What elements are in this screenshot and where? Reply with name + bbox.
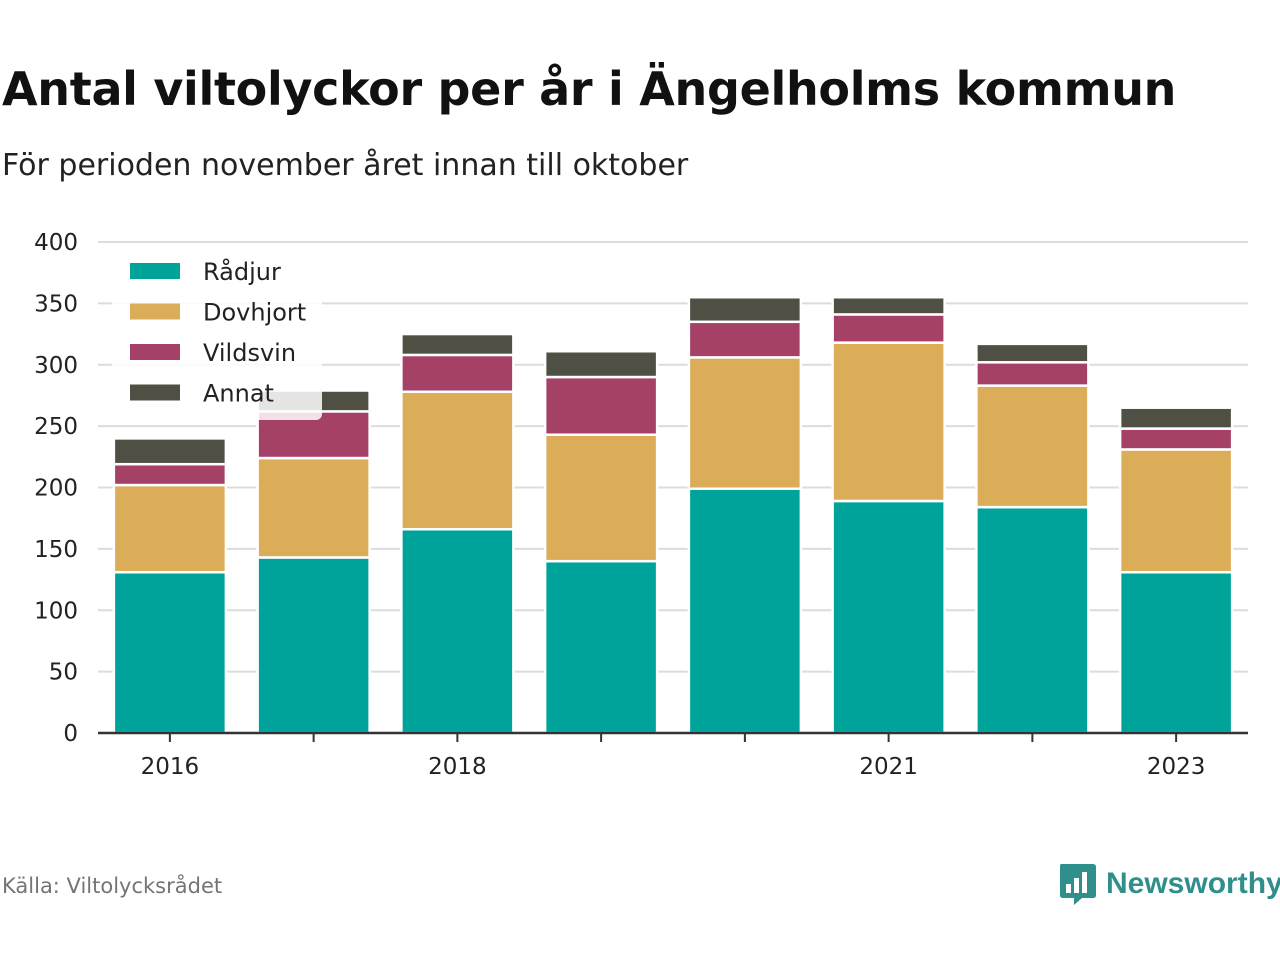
bar-segment-rådjur-2017 (256, 556, 371, 735)
y-tick-label: 200 (34, 476, 78, 502)
bar-segment-vildsvin-2018 (400, 353, 515, 394)
bar-segment-dovhjort-2017 (256, 456, 371, 559)
legend-label-dovhjort: Dovhjort (203, 299, 306, 327)
bar-segment-vildsvin-2021 (831, 313, 946, 344)
bar-segment-annat-2023 (1118, 406, 1234, 430)
bar-segment-rådjur-2023 (1118, 570, 1234, 735)
axes: 0 50 100 150 200 250 300 350 400 2016 2018 2021 2023 (34, 230, 1248, 780)
bar-segment-dovhjort-2018 (400, 390, 515, 531)
bar-segment-dovhjort-2016 (112, 483, 228, 574)
bar-segment-dovhjort-2019 (543, 433, 659, 563)
bar-segment-rådjur-2018 (400, 527, 515, 735)
bar-segment-dovhjort-2022 (975, 384, 1090, 509)
bar-segment-annat-2018 (400, 332, 515, 357)
legend-swatch-rådjur (130, 263, 180, 279)
bar-segment-annat-2019 (543, 349, 659, 379)
bar-segment-annat-2021 (831, 295, 946, 316)
chart-title: Antal viltolyckor per år i Ängelholms ko… (2, 62, 1177, 116)
bar-segment-dovhjort-2020 (687, 356, 803, 490)
source-note: Källa: Viltolycksrådet (2, 874, 223, 898)
y-tick-label: 100 (34, 598, 78, 624)
bar-segment-vildsvin-2016 (112, 462, 228, 487)
legend-label-rådjur: Rådjur (203, 257, 281, 286)
x-tick-label: 2018 (428, 754, 487, 780)
y-tick-label: 150 (34, 537, 78, 563)
newsworthy-logo-icon (1060, 864, 1096, 905)
bar-segment-rådjur-2019 (543, 559, 659, 735)
bar-segment-annat-2020 (687, 295, 803, 324)
bar-segment-rådjur-2022 (975, 505, 1090, 735)
brand-logo: Newsworthy (1058, 862, 1280, 906)
brand-name: Newsworthy (1106, 867, 1280, 900)
legend: Rådjur Dovhjort Vildsvin Annat (112, 250, 322, 420)
legend-box (112, 250, 322, 420)
x-tick-label: 2021 (859, 754, 918, 780)
chart-subtitle: För perioden november året innan till ok… (2, 148, 689, 183)
x-tick-label: 2023 (1147, 754, 1206, 780)
legend-swatch-dovhjort (130, 303, 180, 320)
bar-segment-rådjur-2021 (831, 499, 946, 735)
y-tick-label: 300 (34, 353, 78, 379)
bar-segment-vildsvin-2022 (975, 361, 1090, 387)
y-tick-label: 50 (49, 660, 78, 686)
y-tick-label: 250 (34, 414, 78, 440)
bar-segment-rådjur-2016 (112, 570, 228, 735)
legend-swatch-vildsvin (130, 344, 180, 360)
bar-segment-annat-2016 (112, 437, 228, 466)
bar-segment-vildsvin-2019 (543, 375, 659, 436)
legend-swatch-annat (130, 384, 180, 401)
y-tick-label: 350 (34, 291, 78, 317)
bar-segment-rådjur-2020 (687, 487, 803, 735)
y-tick-label: 0 (63, 721, 78, 747)
bar-segment-dovhjort-2023 (1118, 448, 1234, 574)
legend-label-vildsvin: Vildsvin (203, 339, 296, 367)
bar-segment-dovhjort-2021 (831, 341, 946, 503)
x-tick-label: 2016 (141, 754, 200, 780)
bar-segment-vildsvin-2020 (687, 320, 803, 359)
y-tick-label: 400 (34, 230, 78, 256)
legend-label-annat: Annat (203, 380, 274, 408)
bar-segment-vildsvin-2023 (1118, 427, 1234, 451)
bar-segment-annat-2022 (975, 342, 1090, 364)
